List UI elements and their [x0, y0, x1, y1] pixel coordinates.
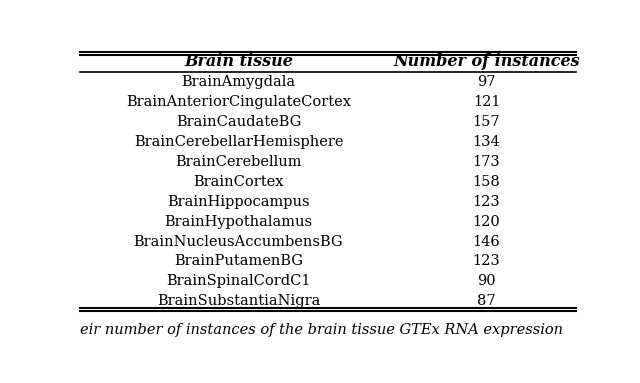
Text: eir number of instances of the brain tissue GTEx RNA expression: eir number of instances of the brain tis…: [80, 323, 563, 337]
